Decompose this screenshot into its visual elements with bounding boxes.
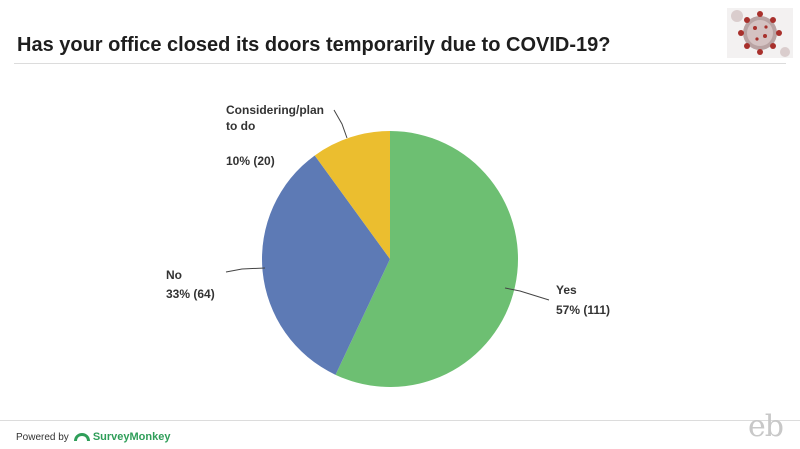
surveymonkey-logo-icon — [73, 433, 90, 441]
pie-slice-considering — [314, 131, 390, 259]
footer-divider — [0, 420, 800, 421]
slice-value-considering: 10% (20) — [226, 154, 275, 168]
title-divider — [14, 63, 786, 64]
surveymonkey-logo: SurveyMonkey — [73, 431, 171, 443]
powered-by: Powered by SurveyMonkey — [16, 431, 170, 443]
slice-value-yes: 57% (111) — [556, 303, 610, 317]
coronavirus-icon — [727, 8, 793, 58]
powered-by-text: Powered by — [16, 431, 69, 443]
leader-line-considering — [333, 109, 348, 139]
leader-line-yes — [504, 287, 550, 301]
slice-label-yes: Yes — [556, 283, 577, 297]
surveymonkey-brand: SurveyMonkey — [92, 431, 171, 443]
page-title: Has your office closed its doors tempora… — [17, 34, 611, 56]
slice-value-no: 33% (64) — [166, 287, 215, 301]
slice-label-considering: Considering/plan — [226, 103, 324, 117]
pie-slice-yes — [335, 131, 519, 387]
pie-slice-no — [262, 155, 390, 375]
slice-label-no: No — [166, 268, 182, 282]
eb-monogram: eb — [748, 409, 784, 444]
slice-label-considering: to do — [226, 119, 255, 133]
leader-line-no — [225, 267, 266, 273]
